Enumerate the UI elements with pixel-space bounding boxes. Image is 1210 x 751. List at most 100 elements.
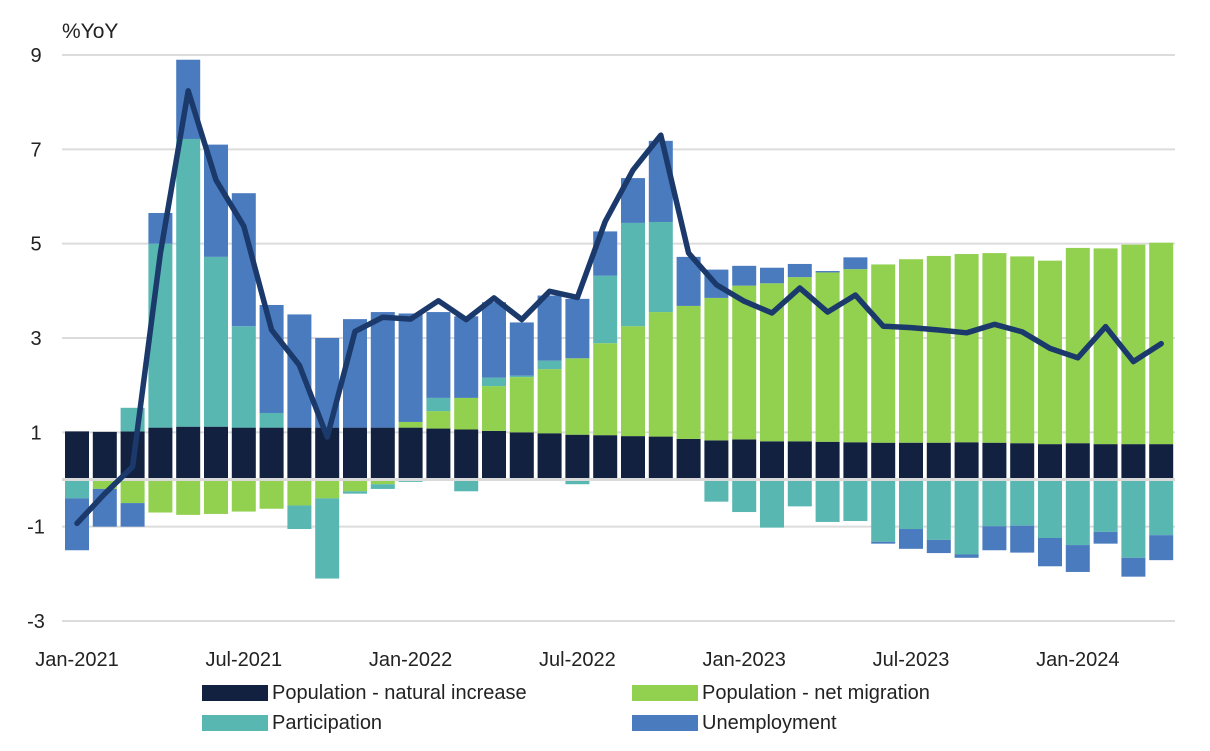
x-tick-label: Jan-2023 bbox=[702, 649, 785, 671]
bar-unemployment-dec-2023 bbox=[1038, 537, 1062, 567]
y-tick-label: 3 bbox=[30, 328, 41, 350]
bar-participation-apr-2024 bbox=[1149, 479, 1174, 536]
bar-population-net-migration-feb-2021 bbox=[92, 479, 117, 489]
bar-population-natural-increase-jan-2021 bbox=[65, 431, 89, 480]
bar-population-net-migration-jun-2021 bbox=[204, 479, 228, 514]
x-tick-label: Jan-2022 bbox=[369, 649, 452, 671]
bar-population-net-migration-dec-2022 bbox=[704, 297, 729, 441]
bar-population-net-migration-sep-2021 bbox=[287, 479, 312, 506]
bar-population-natural-increase-dec-2021 bbox=[370, 427, 395, 480]
bar-participation-jun-2023 bbox=[871, 479, 896, 542]
bar-unemployment-dec-2021 bbox=[370, 312, 395, 428]
legend-swatch bbox=[632, 685, 698, 701]
bar-unemployment-apr-2024 bbox=[1149, 535, 1174, 561]
legend-label: Population - natural increase bbox=[272, 681, 527, 704]
bar-population-net-migration-feb-2022 bbox=[426, 411, 451, 429]
bar-unemployment-oct-2022 bbox=[648, 140, 673, 222]
bar-population-natural-increase-jun-2022 bbox=[537, 433, 562, 480]
bar-unemployment-apr-2022 bbox=[482, 302, 506, 378]
bar-population-natural-increase-jan-2024 bbox=[1065, 443, 1090, 480]
bar-participation-sep-2021 bbox=[287, 505, 312, 530]
bar-unemployment-mar-2022 bbox=[454, 316, 479, 398]
bar-unemployment-may-2023 bbox=[843, 257, 868, 270]
bar-participation-jul-2022 bbox=[565, 479, 590, 485]
bar-unemployment-nov-2023 bbox=[1010, 525, 1035, 553]
bar-population-net-migration-aug-2021 bbox=[259, 479, 284, 509]
bar-participation-may-2021 bbox=[176, 138, 201, 427]
bar-participation-dec-2021 bbox=[370, 484, 395, 489]
bar-population-net-migration-sep-2023 bbox=[954, 254, 979, 443]
bar-population-net-migration-dec-2021 bbox=[370, 479, 395, 485]
legend-label: Population - net migration bbox=[702, 681, 930, 704]
bar-population-net-migration-apr-2021 bbox=[148, 479, 173, 513]
bar-participation-aug-2021 bbox=[259, 412, 284, 428]
bar-population-natural-increase-jun-2023 bbox=[871, 442, 896, 480]
bar-population-natural-increase-feb-2023 bbox=[760, 441, 784, 480]
y-tick-label: 1 bbox=[30, 422, 41, 444]
bar-population-net-migration-oct-2023 bbox=[982, 253, 1007, 443]
bar-population-natural-increase-feb-2022 bbox=[426, 428, 451, 480]
bar-population-net-migration-sep-2022 bbox=[621, 326, 645, 437]
bar-participation-jun-2021 bbox=[204, 256, 228, 427]
bar-population-net-migration-may-2021 bbox=[176, 479, 201, 515]
x-tick-label: Jan-2021 bbox=[35, 649, 118, 671]
bar-population-natural-increase-mar-2022 bbox=[454, 429, 479, 480]
bar-unemployment-feb-2024 bbox=[1093, 531, 1118, 544]
bar-unemployment-mar-2023 bbox=[787, 263, 812, 278]
y-axis-label: %YoY bbox=[62, 20, 118, 43]
bar-population-net-migration-feb-2024 bbox=[1093, 248, 1118, 445]
legend-item-natural-increase: Population - natural increase bbox=[202, 680, 527, 706]
bar-participation-mar-2023 bbox=[787, 479, 812, 507]
bar-unemployment-aug-2023 bbox=[926, 539, 951, 554]
bar-population-net-migration-jul-2022 bbox=[565, 358, 590, 435]
bar-population-natural-increase-jul-2023 bbox=[899, 442, 923, 480]
bar-population-net-migration-apr-2023 bbox=[815, 272, 840, 442]
bar-population-net-migration-nov-2022 bbox=[676, 305, 701, 439]
bar-participation-jan-2021 bbox=[65, 479, 89, 499]
bar-participation-nov-2021 bbox=[343, 491, 367, 494]
bar-participation-jul-2021 bbox=[231, 326, 256, 428]
bar-population-natural-increase-mar-2023 bbox=[787, 441, 812, 480]
bar-population-net-migration-jun-2022 bbox=[537, 369, 562, 434]
bar-population-natural-increase-jun-2021 bbox=[204, 426, 228, 480]
bar-population-net-migration-jan-2023 bbox=[732, 285, 757, 440]
bar-participation-apr-2022 bbox=[482, 377, 506, 387]
bar-population-natural-increase-oct-2022 bbox=[648, 436, 673, 480]
bar-population-net-migration-jul-2021 bbox=[231, 479, 256, 512]
bar-participation-may-2023 bbox=[843, 479, 868, 522]
bar-population-natural-increase-dec-2023 bbox=[1038, 444, 1062, 480]
bar-population-natural-increase-jan-2023 bbox=[732, 439, 757, 480]
bar-population-natural-increase-aug-2022 bbox=[593, 435, 618, 480]
legend-label: Participation bbox=[272, 711, 383, 734]
bar-unemployment-may-2022 bbox=[509, 322, 534, 376]
bar-unemployment-mar-2021 bbox=[120, 503, 145, 527]
y-tick-label: 5 bbox=[30, 234, 41, 256]
bar-population-natural-increase-jul-2021 bbox=[231, 427, 256, 480]
bar-unemployment-sep-2023 bbox=[954, 554, 979, 558]
y-tick-label: 7 bbox=[30, 139, 41, 161]
bar-population-natural-increase-may-2022 bbox=[509, 432, 534, 480]
bar-population-net-migration-mar-2023 bbox=[787, 277, 812, 442]
y-tick-label: -3 bbox=[27, 611, 45, 633]
bar-participation-aug-2022 bbox=[593, 275, 618, 344]
bar-participation-feb-2023 bbox=[760, 479, 784, 528]
bar-population-natural-increase-sep-2022 bbox=[621, 436, 645, 480]
bar-participation-sep-2023 bbox=[954, 479, 979, 555]
bar-population-natural-increase-dec-2022 bbox=[704, 440, 729, 480]
bar-population-net-migration-mar-2022 bbox=[454, 397, 479, 430]
bar-population-natural-increase-apr-2021 bbox=[148, 427, 173, 480]
bar-participation-jan-2024 bbox=[1065, 479, 1090, 546]
bar-participation-dec-2023 bbox=[1038, 479, 1062, 538]
bar-unemployment-mar-2024 bbox=[1121, 557, 1146, 577]
x-tick-label: Jul-2022 bbox=[539, 649, 616, 671]
bar-population-natural-increase-sep-2023 bbox=[954, 442, 979, 480]
bar-population-natural-increase-apr-2023 bbox=[815, 441, 840, 480]
total-line-layer bbox=[74, 88, 1164, 527]
bar-participation-nov-2023 bbox=[1010, 479, 1035, 526]
bar-participation-may-2022 bbox=[509, 375, 534, 378]
bar-population-net-migration-jun-2023 bbox=[871, 264, 896, 443]
bar-population-natural-increase-nov-2023 bbox=[1010, 443, 1035, 480]
bar-participation-oct-2021 bbox=[315, 498, 340, 579]
bar-participation-jun-2022 bbox=[537, 360, 562, 370]
